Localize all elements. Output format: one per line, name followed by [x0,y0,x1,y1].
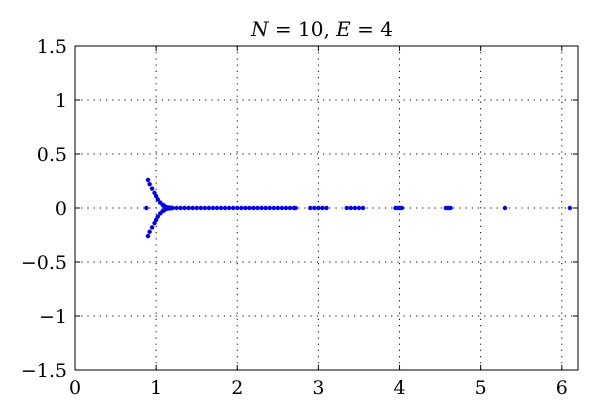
y-tick-label: 1.5 [37,36,67,58]
data-point [251,205,256,211]
data-point [448,205,453,211]
data-point [348,205,354,211]
data-point [243,205,248,211]
x-tick-label: 6 [556,377,568,399]
data-point [194,205,199,211]
data-point [152,220,157,226]
data-point [206,205,212,211]
data-point [360,205,366,211]
data-point [147,229,152,234]
data-point [145,233,151,239]
data-point [239,205,244,211]
y-tick-label: 0 [55,198,67,220]
data-point [324,205,329,211]
data-point [198,205,203,211]
data-point [178,205,183,211]
data-point [231,205,236,211]
y-tick-label: −1 [39,306,67,328]
data-point [344,205,349,211]
data-point [149,186,155,191]
data-point [210,205,216,211]
x-tick-label: 1 [150,377,162,399]
data-point [235,205,240,211]
data-point [153,217,159,223]
data-point [271,205,276,211]
data-point [155,197,160,202]
data-point [202,205,208,211]
data-point [352,205,358,211]
data-point [153,193,159,199]
data-point [214,205,220,211]
axes [74,45,579,371]
data-point [149,225,155,230]
data-point [502,205,508,211]
y-tick-label: −0.5 [21,252,67,274]
data-point [174,205,179,211]
data-point [170,205,175,211]
chart-title: N = 10, E = 4 [250,17,393,41]
y-tick-label: −1.5 [21,360,67,382]
data-point [263,205,268,211]
data-point [316,205,321,211]
chart-title-part: = 10, [269,17,337,41]
data-points [144,177,573,239]
data-point [356,205,362,211]
data-point [275,205,281,211]
y-tick-label: 1 [55,90,67,112]
data-point [259,205,264,211]
data-point [226,205,232,211]
data-point [145,177,151,183]
x-tick-label: 4 [393,377,405,399]
data-point [155,214,160,219]
data-point [287,205,293,211]
x-tick-label: 5 [475,377,487,399]
data-point [190,205,195,211]
chart-title-part: = 4 [351,17,393,41]
y-axis-tick-labels: 1.5 1 0.5 0 −0.5 −1 −1.5 [21,36,67,382]
data-point [267,205,272,211]
data-point [255,205,260,211]
x-axis-tick-labels: 0 1 2 3 4 5 6 [69,377,568,399]
x-tick-label: 3 [312,377,324,399]
data-point [567,205,573,211]
data-point [293,205,298,211]
data-point [279,205,285,211]
data-point [308,205,313,211]
data-point [320,205,325,211]
data-point [218,205,224,211]
x-tick-label: 0 [69,377,81,399]
data-point [283,205,289,211]
data-point [399,205,405,211]
chart-title-part: E [335,17,351,41]
data-point [147,182,152,187]
data-point [182,205,187,211]
data-point [152,190,157,196]
data-point [186,205,191,211]
chart-title-part: N [250,17,270,41]
y-tick-label: 0.5 [37,144,67,166]
data-point [144,205,149,211]
data-point [222,205,228,211]
x-tick-label: 2 [231,377,243,399]
data-point [312,205,317,211]
data-point [247,205,252,211]
